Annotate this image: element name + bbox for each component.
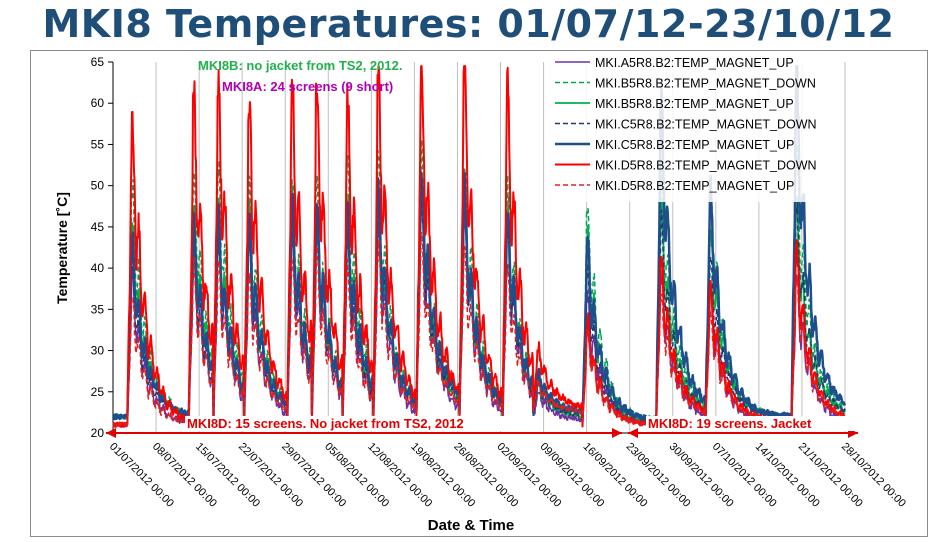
x-axis-label: Date & Time	[428, 517, 514, 534]
legend-label: MKI.C5R8.B2:TEMP_MAGNET_DOWN	[595, 118, 817, 132]
series-line	[112, 65, 846, 428]
mki8b-annotation: MKI8B: no jacket from TS2, 2012.	[198, 58, 402, 73]
legend: MKI.A5R8.B2:TEMP_MAGNET_UP MKI.B5R8.B2:TE…	[548, 52, 838, 202]
chart-frame	[30, 50, 928, 537]
legend-label: MKI.B5R8.B2:TEMP_MAGNET_DOWN	[595, 77, 816, 91]
mki8d-left-annotation: MKI8D: 15 screens. No jacket from TS2, 2…	[187, 416, 464, 431]
y-tick-label: 65	[91, 55, 105, 69]
y-tick-label: 20	[91, 426, 105, 440]
mki8d-right-annotation: MKI8D: 19 screens. Jacket	[648, 416, 812, 431]
series-lines	[111, 64, 847, 428]
series-line	[111, 64, 847, 423]
mki8d-right-label-bg	[646, 416, 856, 431]
mki8d-right-bracket: MKI8D: 19 screens. Jacket	[628, 416, 858, 438]
legend-label: MKI.A5R8.B2:TEMP_MAGNET_UP	[595, 56, 794, 70]
y-tick-label: 45	[91, 220, 105, 234]
mki8d-right-arrowhead-start	[628, 428, 638, 438]
y-tick-label: 60	[91, 96, 105, 110]
series-line	[112, 231, 846, 428]
y-tick-labels: 20 25 30 35 40 45 50 55 60 65	[91, 55, 113, 440]
y-axis-label: Temperature [˚C]	[54, 192, 70, 304]
y-tick-label: 50	[91, 179, 105, 193]
mki8a-annotation: MKI8A: 24 screens (9 short)	[222, 79, 393, 94]
mki8d-left-bracket: MKI8D: 15 screens. No jacket from TS2, 2…	[106, 416, 622, 438]
mki8d-left-arrowhead-start	[106, 428, 116, 438]
legend-label: MKI.B5R8.B2:TEMP_MAGNET_UP	[595, 97, 794, 111]
y-tick-label: 25	[91, 385, 105, 399]
legend-label: MKI.C5R8.B2:TEMP_MAGNET_UP	[595, 138, 794, 152]
y-tick-label: 40	[91, 261, 105, 275]
y-tick-label: 55	[91, 137, 105, 151]
legend-label: MKI.D5R8.B2:TEMP_MAGNET_UP	[595, 179, 794, 193]
y-tick-label: 35	[91, 302, 105, 316]
y-tick-label: 30	[91, 344, 105, 358]
legend-label: MKI.D5R8.B2:TEMP_MAGNET_DOWN	[595, 159, 817, 173]
mki8d-left-arrowhead-end	[612, 428, 622, 438]
legend-background	[548, 52, 838, 202]
slide-title: MKI8 Temperatures: 01/07/12-23/10/12	[42, 2, 895, 46]
mki8d-left-label-bg	[185, 416, 539, 431]
